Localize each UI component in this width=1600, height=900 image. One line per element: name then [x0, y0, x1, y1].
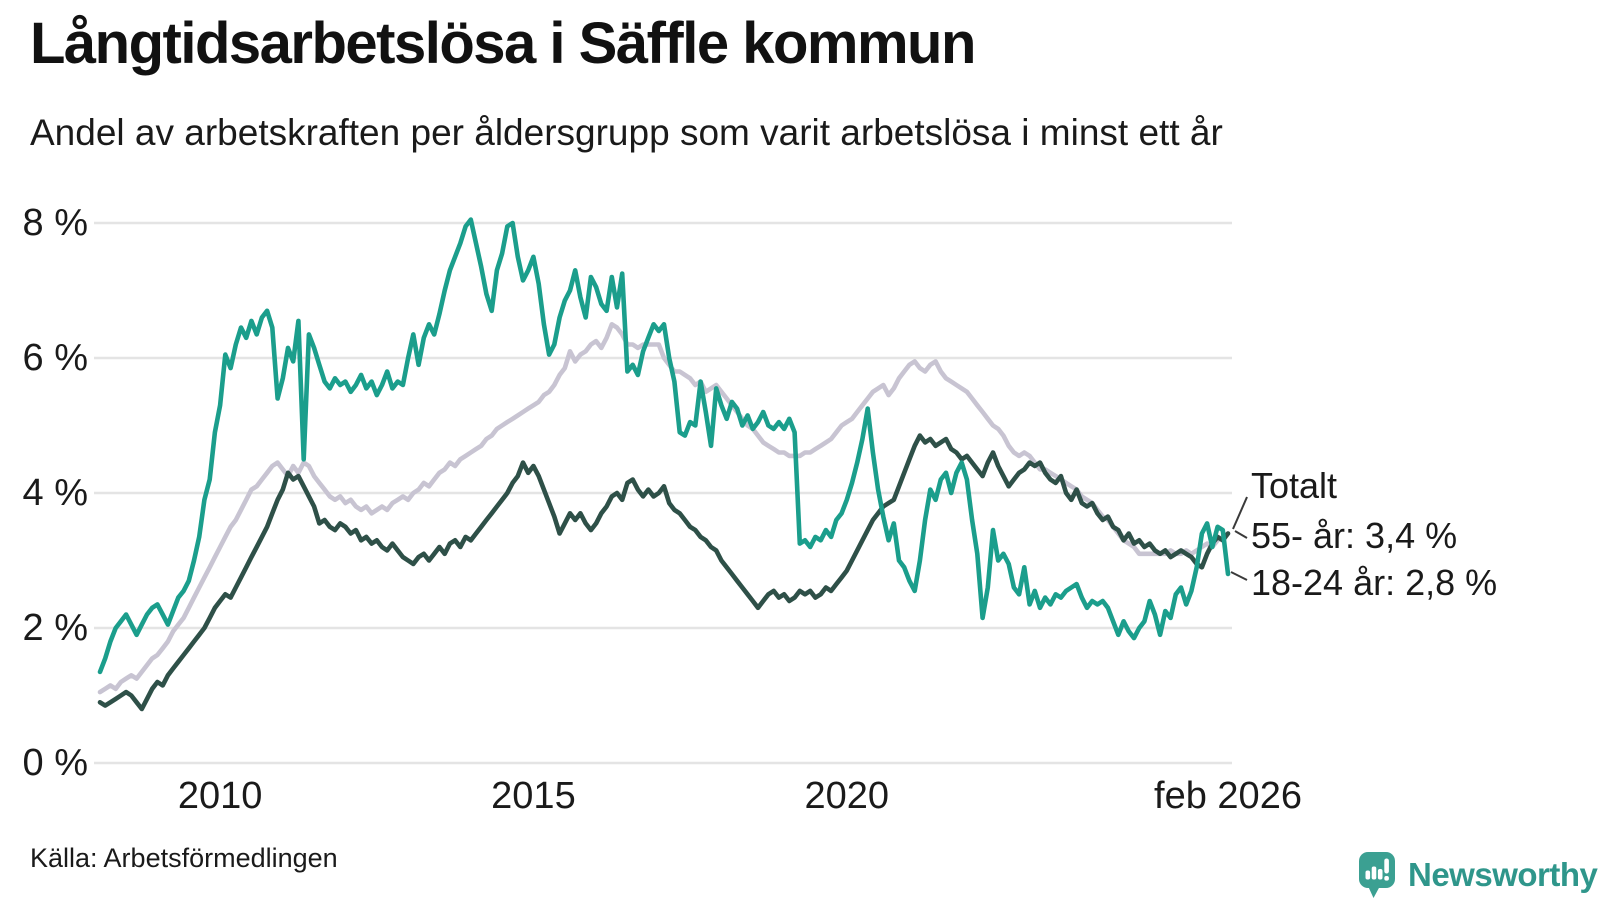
x-axis-label-2020: 2020 [804, 775, 890, 817]
series-label-totalt: Totalt [1251, 465, 1338, 506]
label-connector-55-ar [1234, 530, 1248, 539]
x-axis-label-2010: 2010 [177, 775, 263, 817]
newsworthy-logo: Newsworthy [1358, 851, 1598, 899]
label-connector-18-24-ar [1230, 571, 1248, 581]
chart-title: Långtidsarbetslösa i Säffle kommun [30, 11, 976, 76]
bar-chart-speech-bubble-icon [1359, 852, 1395, 898]
x-axis-label-2015: 2015 [491, 775, 576, 817]
series-line-totalt [97, 433, 1231, 712]
series-label-18-24-ar: 18-24 år: 2,8 % [1251, 562, 1498, 603]
chart-subtitle: Andel av arbetskraften per åldersgrupp s… [30, 112, 1223, 153]
newsworthy-wordmark: Newsworthy [1408, 856, 1598, 893]
y-axis-label-2pct: 2 % [22, 607, 88, 649]
y-axis-label-0pct: 0 % [22, 742, 88, 784]
series-line-18-24-ar [97, 217, 1231, 675]
y-axis-label-8pct: 8 % [22, 202, 88, 244]
series-line-55-ar [97, 322, 1231, 695]
x-axis-label-feb-2026: feb 2026 [1154, 775, 1302, 817]
y-axis-label-4pct: 4 % [22, 472, 88, 514]
source-note: Källa: Arbetsförmedlingen [30, 843, 338, 873]
y-axis-label-6pct: 6 % [22, 337, 88, 379]
label-connector-totalt [1232, 496, 1248, 530]
series-label-55-ar: 55- år: 3,4 % [1251, 515, 1458, 556]
